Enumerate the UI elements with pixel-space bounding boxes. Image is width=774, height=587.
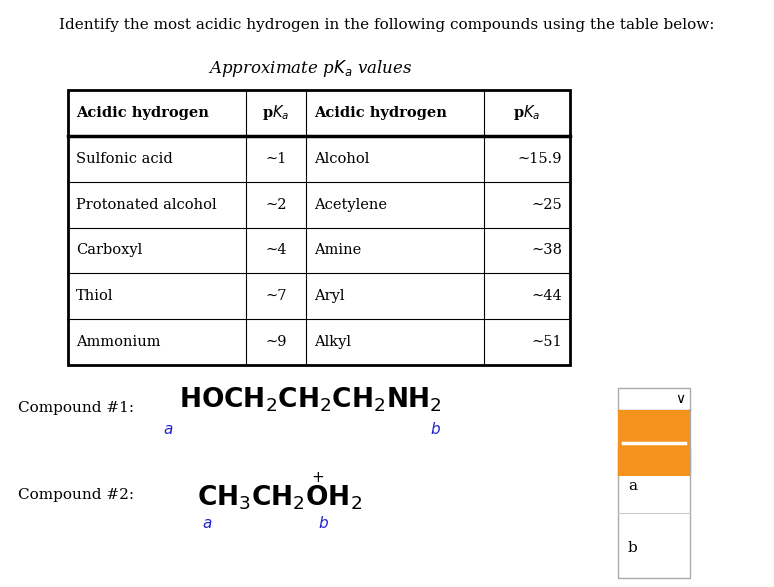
Text: Compound #2:: Compound #2: xyxy=(18,488,134,502)
Text: Carboxyl: Carboxyl xyxy=(76,244,142,258)
Text: Protonated alcohol: Protonated alcohol xyxy=(76,198,217,211)
Text: ∼7: ∼7 xyxy=(265,289,286,303)
Bar xyxy=(618,410,690,476)
Text: +: + xyxy=(312,470,324,484)
Text: Ammonium: Ammonium xyxy=(76,335,160,349)
Text: Alkyl: Alkyl xyxy=(314,335,351,349)
Bar xyxy=(618,448,690,578)
Text: Identify the most acidic hydrogen in the following compounds using the table bel: Identify the most acidic hydrogen in the… xyxy=(60,18,714,32)
Text: ∼1: ∼1 xyxy=(265,152,286,166)
Bar xyxy=(68,90,570,365)
Text: Approximate p$K_a$ values: Approximate p$K_a$ values xyxy=(208,58,412,79)
Text: p$K_a$: p$K_a$ xyxy=(262,103,289,123)
Text: Acidic hydrogen: Acidic hydrogen xyxy=(76,106,209,120)
Text: ∼38: ∼38 xyxy=(531,244,562,258)
Text: Aryl: Aryl xyxy=(314,289,344,303)
Text: b: b xyxy=(628,541,638,555)
Text: ∼4: ∼4 xyxy=(265,244,286,258)
Text: ∼44: ∼44 xyxy=(531,289,562,303)
Text: p$K_a$: p$K_a$ xyxy=(513,103,541,123)
Text: b: b xyxy=(430,423,440,437)
Text: a: a xyxy=(163,423,173,437)
Text: ∼51: ∼51 xyxy=(532,335,562,349)
Text: HOCH$_2$CH$_2$CH$_2$NH$_2$: HOCH$_2$CH$_2$CH$_2$NH$_2$ xyxy=(179,386,441,414)
Text: Alcohol: Alcohol xyxy=(314,152,369,166)
Text: Acidic hydrogen: Acidic hydrogen xyxy=(314,106,447,120)
Text: a: a xyxy=(628,479,637,493)
Text: Acetylene: Acetylene xyxy=(314,198,387,211)
Text: ∨: ∨ xyxy=(675,392,685,406)
Text: Thiol: Thiol xyxy=(76,289,114,303)
Text: CH$_3$CH$_2$OH$_2$: CH$_3$CH$_2$OH$_2$ xyxy=(197,484,362,512)
Text: a: a xyxy=(202,515,211,531)
Text: ∼15.9: ∼15.9 xyxy=(518,152,562,166)
Bar xyxy=(618,388,690,476)
Text: Sulfonic acid: Sulfonic acid xyxy=(76,152,173,166)
Text: Amine: Amine xyxy=(314,244,361,258)
Text: Compound #1:: Compound #1: xyxy=(18,401,134,415)
Text: ∼25: ∼25 xyxy=(531,198,562,211)
Text: ∼2: ∼2 xyxy=(265,198,286,211)
Text: ∼9: ∼9 xyxy=(265,335,286,349)
Text: b: b xyxy=(318,515,328,531)
